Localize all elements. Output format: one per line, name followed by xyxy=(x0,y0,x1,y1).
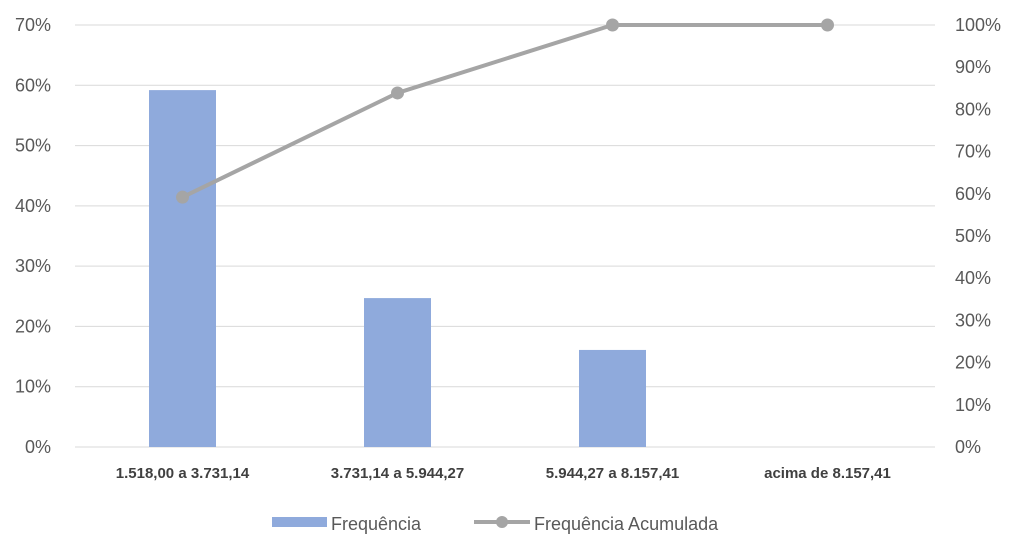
bar-series xyxy=(149,90,646,447)
left-axis-tick-label: 70% xyxy=(15,15,51,35)
category-label: 5.944,27 a 8.157,41 xyxy=(546,465,679,482)
right-axis-tick-label: 0% xyxy=(955,437,981,457)
right-axis-tick-label: 60% xyxy=(955,184,991,204)
right-axis-tick-label: 100% xyxy=(955,15,1001,35)
legend-label-bar: Frequência xyxy=(331,514,422,534)
right-axis-ticks: 0% 10% 20% 30% 40% 50% 60% 70% 80% 90% 100% xyxy=(955,15,1001,457)
line-series xyxy=(176,18,834,204)
legend-label-line: Frequência Acumulada xyxy=(534,514,719,534)
right-axis-tick-label: 80% xyxy=(955,99,991,119)
category-label: 3.731,14 a 5.944,27 xyxy=(331,465,464,482)
bar xyxy=(364,298,431,447)
category-axis-labels: 1.518,00 a 3.731,14 3.731,14 a 5.944,27 5.… xyxy=(116,465,891,482)
cumulative-point xyxy=(606,18,619,32)
left-axis-ticks: 0% 10% 20% 30% 40% 50% 60% 70% xyxy=(15,15,51,457)
left-axis-tick-label: 0% xyxy=(25,437,51,457)
cumulative-point xyxy=(391,86,404,100)
right-axis-tick-label: 30% xyxy=(955,310,991,330)
right-axis-tick-label: 90% xyxy=(955,57,991,77)
bar xyxy=(579,349,646,447)
legend-swatch-marker xyxy=(496,516,508,528)
right-axis-tick-label: 40% xyxy=(955,268,991,288)
category-label: 1.518,00 a 3.731,14 xyxy=(116,465,250,482)
category-label: acima de 8.157,41 xyxy=(764,465,891,482)
bar xyxy=(149,90,216,447)
gridlines xyxy=(75,24,935,448)
legend-swatch-bar xyxy=(272,517,327,527)
right-axis-tick-label: 70% xyxy=(955,142,991,162)
left-axis-tick-label: 10% xyxy=(15,377,51,397)
legend: Frequência Frequência Acumulada xyxy=(272,514,719,534)
cumulative-point xyxy=(176,190,189,204)
left-axis-tick-label: 30% xyxy=(15,256,51,276)
left-axis-tick-label: 50% xyxy=(15,136,51,156)
left-axis-tick-label: 40% xyxy=(15,196,51,216)
right-axis-tick-label: 10% xyxy=(955,395,991,415)
left-axis-tick-label: 20% xyxy=(15,316,51,336)
right-axis-tick-label: 50% xyxy=(955,226,991,246)
left-axis-tick-label: 60% xyxy=(15,75,51,95)
cumulative-point xyxy=(821,18,834,32)
right-axis-tick-label: 20% xyxy=(955,353,991,373)
cumulative-line xyxy=(181,23,828,199)
